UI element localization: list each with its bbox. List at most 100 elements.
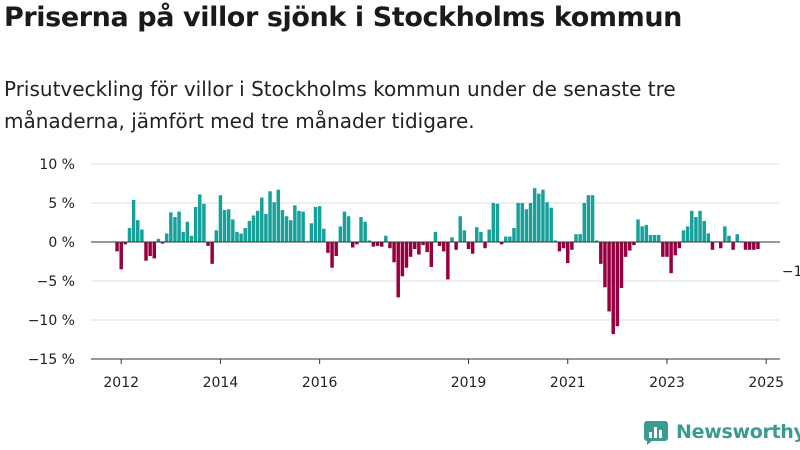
bar xyxy=(648,234,653,242)
bar xyxy=(590,195,595,242)
bar xyxy=(214,230,219,242)
bar xyxy=(574,234,578,242)
bar xyxy=(264,213,268,242)
bar xyxy=(545,202,549,242)
bar xyxy=(603,242,607,288)
bar xyxy=(359,217,363,242)
bar xyxy=(466,242,471,250)
bar xyxy=(632,242,636,246)
bar xyxy=(404,242,409,268)
bar-chart-logo-icon xyxy=(643,419,669,445)
x-tick-label: 2014 xyxy=(203,375,239,391)
bar xyxy=(334,242,338,257)
bar xyxy=(743,242,748,250)
bar xyxy=(454,242,458,250)
bar xyxy=(437,242,442,246)
bar xyxy=(185,221,190,242)
bar xyxy=(408,242,413,257)
y-tick-label: −10 % xyxy=(28,313,75,329)
bar xyxy=(698,210,702,242)
bar xyxy=(557,242,562,252)
bar xyxy=(284,216,289,242)
bar xyxy=(718,242,723,249)
bar xyxy=(441,242,446,252)
bar xyxy=(483,242,487,249)
bar xyxy=(222,210,227,242)
last-value-annotation: −1 % xyxy=(782,264,800,280)
bar xyxy=(156,238,161,242)
bar xyxy=(164,233,169,242)
bar xyxy=(541,189,545,242)
bar xyxy=(313,206,318,242)
y-tick-label: −15 % xyxy=(28,352,75,368)
bar xyxy=(756,242,760,250)
bar xyxy=(512,227,516,242)
bar xyxy=(727,235,731,242)
bar xyxy=(640,226,644,242)
bar xyxy=(752,242,756,250)
x-tick-label: 2023 xyxy=(649,375,685,391)
bar xyxy=(594,240,599,242)
bar xyxy=(363,221,367,242)
bar xyxy=(388,242,392,249)
bar xyxy=(169,212,173,242)
bar xyxy=(202,203,206,242)
bar xyxy=(425,242,429,253)
bar xyxy=(690,210,694,242)
bar xyxy=(446,242,450,280)
bar xyxy=(210,242,214,264)
bar xyxy=(644,224,649,242)
bar xyxy=(127,227,132,242)
brand-name: Newsworthy xyxy=(676,421,800,443)
newsworthy-logo[interactable]: Newsworthy xyxy=(643,419,800,445)
y-tick-label: 10 % xyxy=(39,157,75,173)
bar xyxy=(499,242,504,245)
bar xyxy=(309,223,314,242)
bar xyxy=(508,236,512,242)
bar xyxy=(723,226,727,242)
bar xyxy=(330,242,334,268)
bar xyxy=(301,211,305,242)
bar xyxy=(379,242,384,247)
bar xyxy=(123,242,128,245)
bar xyxy=(487,229,491,242)
bar xyxy=(131,199,136,242)
bar xyxy=(607,242,611,312)
bar xyxy=(351,242,355,248)
bar xyxy=(429,242,434,267)
bar xyxy=(470,242,475,254)
bar xyxy=(226,209,231,242)
y-tick-label: 5 % xyxy=(48,196,75,212)
bar xyxy=(396,242,400,298)
bar xyxy=(450,237,454,242)
bar xyxy=(524,209,529,242)
bar xyxy=(475,227,479,242)
x-tick-label: 2012 xyxy=(103,375,139,391)
bar xyxy=(702,220,706,242)
bar xyxy=(599,242,603,264)
bar xyxy=(297,210,301,242)
bar xyxy=(661,242,665,257)
bar xyxy=(652,234,657,242)
bar xyxy=(665,242,669,257)
x-axis: 2012 2014 2016 2019 2021 2023 2025 xyxy=(91,241,784,391)
bar xyxy=(272,202,276,242)
bar xyxy=(326,242,330,253)
bar xyxy=(636,219,640,242)
bar xyxy=(148,242,152,257)
bar xyxy=(268,191,272,242)
bar xyxy=(255,210,260,242)
y-tick-label: 0 % xyxy=(48,235,75,251)
bar xyxy=(371,242,376,247)
bar xyxy=(566,242,570,264)
bar xyxy=(611,242,615,335)
bar xyxy=(144,242,148,261)
bar xyxy=(140,229,144,242)
bar xyxy=(367,240,372,242)
x-tick-label: 2025 xyxy=(748,375,784,391)
bar xyxy=(276,189,281,242)
bar xyxy=(582,203,587,242)
bar xyxy=(685,226,690,242)
bar xyxy=(491,203,496,242)
bar xyxy=(243,227,247,242)
